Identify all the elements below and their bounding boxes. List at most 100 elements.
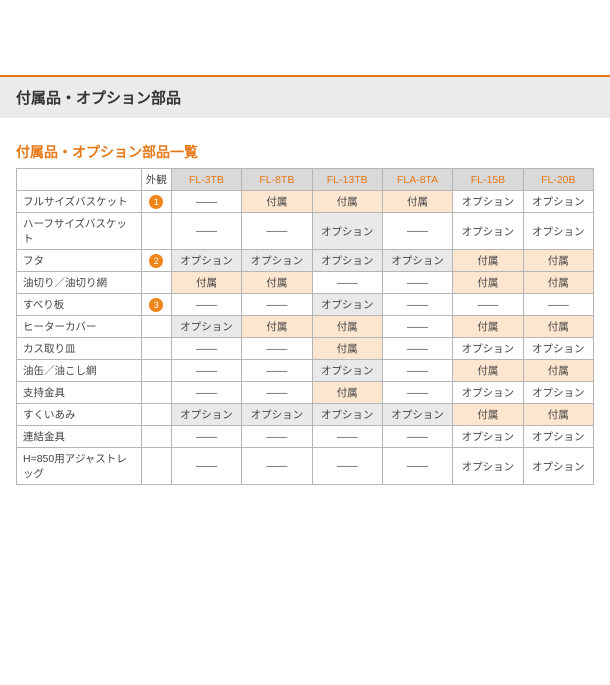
table-row: フルサイズバスケット1——付属付属付属オプションオプション	[17, 191, 594, 213]
cell: オプション	[523, 191, 593, 213]
badge-cell	[141, 448, 171, 485]
cell: ——	[382, 426, 452, 448]
row-label: フタ	[17, 250, 142, 272]
cell: オプション	[242, 404, 312, 426]
cell: 付属	[453, 250, 523, 272]
badge-icon: 2	[149, 254, 163, 268]
cell: ——	[382, 448, 452, 485]
col-model: FL-15B	[453, 169, 523, 191]
badge-cell: 1	[141, 191, 171, 213]
col-gaikan: 外観	[141, 169, 171, 191]
badge-cell	[141, 426, 171, 448]
badge-icon: 1	[149, 195, 163, 209]
cell: オプション	[453, 338, 523, 360]
header-band: 付属品・オプション部品	[0, 75, 610, 118]
table-row: ハーフサイズバスケット————オプション——オプションオプション	[17, 213, 594, 250]
row-label: ヒーターカバー	[17, 316, 142, 338]
parts-table: 外観 FL-3TB FL-8TB FL-13TB FLA-8TA FL-15B …	[16, 168, 594, 485]
row-label: ハーフサイズバスケット	[17, 213, 142, 250]
cell: 付属	[523, 316, 593, 338]
cell: ——	[242, 382, 312, 404]
col-model: FL-8TB	[242, 169, 312, 191]
cell: ——	[171, 382, 241, 404]
section: 付属品・オプション部品一覧 外観 FL-3TB FL-8TB FL-13TB F…	[0, 118, 610, 485]
cell: ——	[312, 426, 382, 448]
badge-cell	[141, 360, 171, 382]
cell: 付属	[523, 272, 593, 294]
table-row: すべり板3————オプション——————	[17, 294, 594, 316]
cell: ——	[242, 426, 312, 448]
cell: 付属	[312, 382, 382, 404]
cell: ——	[242, 448, 312, 485]
badge-cell: 2	[141, 250, 171, 272]
cell: 付属	[453, 404, 523, 426]
table-row: 油切り／油切り網付属付属————付属付属	[17, 272, 594, 294]
cell: ——	[171, 191, 241, 213]
col-model: FLA-8TA	[382, 169, 452, 191]
badge-cell	[141, 338, 171, 360]
table-row: すくいあみオプションオプションオプションオプション付属付属	[17, 404, 594, 426]
cell: ——	[382, 294, 452, 316]
cell: 付属	[171, 272, 241, 294]
col-rowlabel	[17, 169, 142, 191]
row-label: カス取り皿	[17, 338, 142, 360]
cell: オプション	[382, 250, 452, 272]
cell: ——	[242, 338, 312, 360]
badge-cell	[141, 382, 171, 404]
cell: オプション	[312, 294, 382, 316]
cell: ——	[171, 426, 241, 448]
badge-cell	[141, 404, 171, 426]
cell: ——	[171, 448, 241, 485]
cell: オプション	[312, 250, 382, 272]
cell: オプション	[453, 191, 523, 213]
col-model: FL-13TB	[312, 169, 382, 191]
row-label: すくいあみ	[17, 404, 142, 426]
table-row: ヒーターカバーオプション付属付属——付属付属	[17, 316, 594, 338]
cell: ——	[312, 448, 382, 485]
cell: ——	[242, 213, 312, 250]
cell: 付属	[453, 272, 523, 294]
badge-icon: 3	[149, 298, 163, 312]
cell: 付属	[453, 360, 523, 382]
cell: ——	[382, 272, 452, 294]
cell: 付属	[382, 191, 452, 213]
cell: ——	[453, 294, 523, 316]
cell: 付属	[523, 360, 593, 382]
table-row: H=850用アジャストレッグ————————オプションオプション	[17, 448, 594, 485]
cell: オプション	[453, 213, 523, 250]
cell: ——	[312, 272, 382, 294]
row-label: 連結金具	[17, 426, 142, 448]
cell: ——	[171, 213, 241, 250]
cell: 付属	[312, 338, 382, 360]
col-model: FL-3TB	[171, 169, 241, 191]
cell: 付属	[523, 404, 593, 426]
cell: オプション	[312, 213, 382, 250]
row-label: 油缶／油こし網	[17, 360, 142, 382]
cell: 付属	[242, 191, 312, 213]
cell: 付属	[242, 316, 312, 338]
table-body: フルサイズバスケット1——付属付属付属オプションオプションハーフサイズバスケット…	[17, 191, 594, 485]
cell: ——	[171, 360, 241, 382]
cell: 付属	[312, 191, 382, 213]
cell: ——	[171, 338, 241, 360]
col-model: FL-20B	[523, 169, 593, 191]
cell: オプション	[453, 382, 523, 404]
cell: オプション	[312, 360, 382, 382]
cell: 付属	[312, 316, 382, 338]
cell: オプション	[382, 404, 452, 426]
row-label: フルサイズバスケット	[17, 191, 142, 213]
cell: オプション	[242, 250, 312, 272]
cell: ——	[523, 294, 593, 316]
cell: ——	[382, 316, 452, 338]
cell: ——	[242, 294, 312, 316]
badge-cell	[141, 213, 171, 250]
cell: 付属	[242, 272, 312, 294]
table-header-row: 外観 FL-3TB FL-8TB FL-13TB FLA-8TA FL-15B …	[17, 169, 594, 191]
header-title: 付属品・オプション部品	[16, 90, 181, 107]
cell: オプション	[523, 382, 593, 404]
section-title: 付属品・オプション部品一覧	[16, 142, 594, 169]
cell: オプション	[312, 404, 382, 426]
badge-cell	[141, 272, 171, 294]
row-label: 油切り／油切り網	[17, 272, 142, 294]
table-row: フタ2オプションオプションオプションオプション付属付属	[17, 250, 594, 272]
